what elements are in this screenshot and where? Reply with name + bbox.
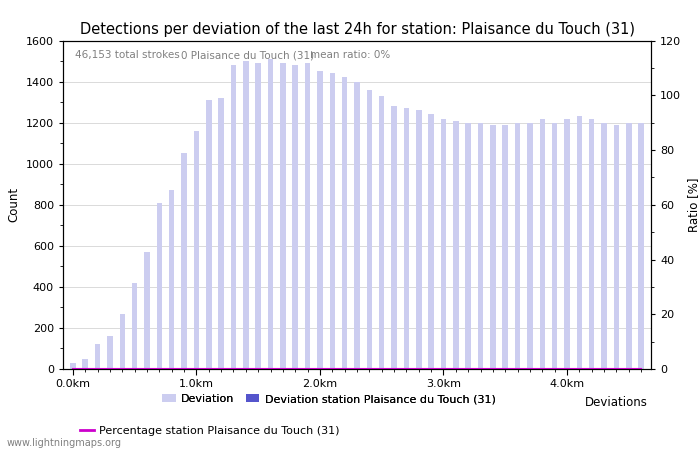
Bar bbox=[453, 121, 459, 369]
Bar bbox=[367, 90, 372, 369]
Bar bbox=[379, 96, 384, 369]
Bar bbox=[601, 122, 607, 369]
Text: Deviations: Deviations bbox=[584, 396, 648, 409]
Bar bbox=[231, 65, 237, 369]
Bar bbox=[218, 98, 224, 369]
Bar bbox=[354, 81, 360, 369]
Bar bbox=[330, 73, 335, 369]
Bar bbox=[391, 106, 397, 369]
Bar bbox=[267, 59, 273, 369]
Bar bbox=[404, 108, 410, 369]
Y-axis label: Ratio [%]: Ratio [%] bbox=[687, 177, 700, 232]
Bar bbox=[477, 122, 483, 369]
Bar bbox=[564, 118, 570, 369]
Bar bbox=[466, 122, 471, 369]
Bar bbox=[157, 202, 162, 369]
Bar bbox=[514, 122, 520, 369]
Bar bbox=[490, 125, 496, 369]
Bar bbox=[293, 65, 298, 369]
Bar bbox=[83, 359, 88, 369]
Bar bbox=[527, 122, 533, 369]
Bar bbox=[552, 122, 557, 369]
Y-axis label: Count: Count bbox=[7, 187, 20, 222]
Bar bbox=[626, 122, 631, 369]
Text: mean ratio: 0%: mean ratio: 0% bbox=[310, 50, 390, 60]
Bar bbox=[94, 344, 100, 369]
Bar bbox=[70, 363, 76, 369]
Text: www.lightningmaps.org: www.lightningmaps.org bbox=[7, 438, 122, 448]
Bar bbox=[243, 61, 248, 369]
Bar bbox=[120, 314, 125, 369]
Bar bbox=[304, 63, 310, 369]
Bar bbox=[169, 190, 174, 369]
Bar bbox=[503, 125, 508, 369]
Bar bbox=[206, 100, 211, 369]
Bar bbox=[441, 118, 447, 369]
Bar bbox=[638, 122, 644, 369]
Legend: Percentage station Plaisance du Touch (31): Percentage station Plaisance du Touch (3… bbox=[76, 421, 344, 440]
Bar bbox=[181, 153, 187, 369]
Bar bbox=[107, 336, 113, 369]
Bar bbox=[194, 131, 199, 369]
Bar bbox=[144, 252, 150, 369]
Bar bbox=[256, 63, 261, 369]
Bar bbox=[428, 114, 434, 369]
Bar bbox=[614, 125, 620, 369]
Bar bbox=[416, 110, 421, 369]
Bar bbox=[317, 71, 323, 369]
Bar bbox=[280, 63, 286, 369]
Text: 46,153 total strokes: 46,153 total strokes bbox=[75, 50, 179, 60]
Bar bbox=[342, 77, 347, 369]
Text: 0 Plaisance du Touch (31): 0 Plaisance du Touch (31) bbox=[181, 50, 314, 60]
Bar bbox=[132, 283, 137, 369]
Legend: Deviation, Deviation station Plaisance du Touch (31): Deviation, Deviation station Plaisance d… bbox=[158, 390, 500, 409]
Bar bbox=[589, 118, 594, 369]
Bar bbox=[577, 117, 582, 369]
Bar bbox=[540, 118, 545, 369]
Title: Detections per deviation of the last 24h for station: Plaisance du Touch (31): Detections per deviation of the last 24h… bbox=[80, 22, 634, 36]
